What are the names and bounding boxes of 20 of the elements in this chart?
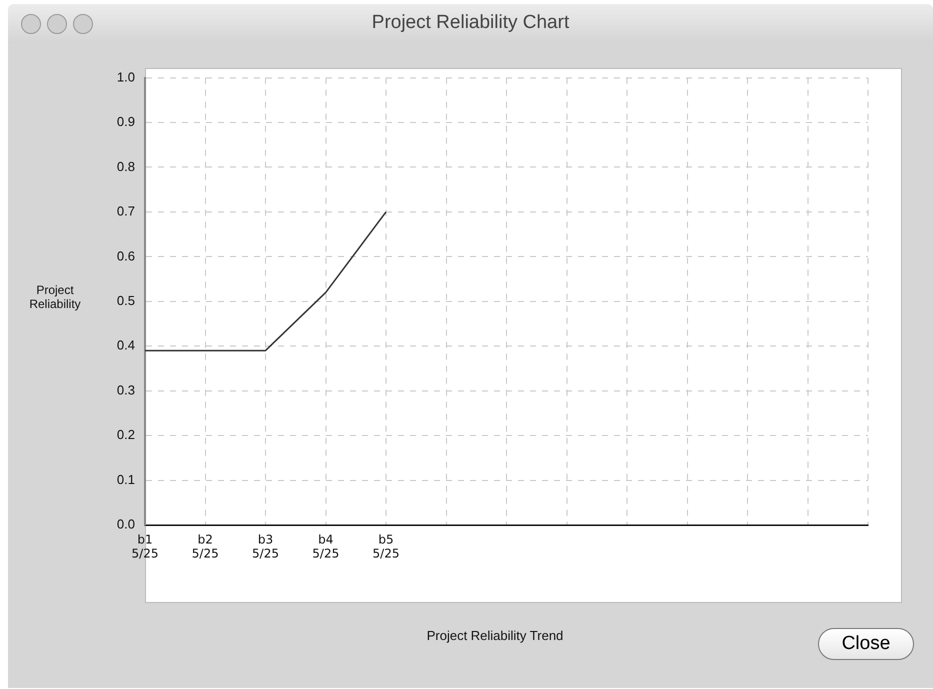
x-tick-label: b3 5/25 (252, 532, 279, 561)
x-tick-label: b2 5/25 (192, 532, 219, 561)
y-tick-label: 0.0 (116, 516, 135, 532)
y-tick-label: 0.8 (116, 158, 135, 174)
y-axis-title: Project Reliability (28, 283, 82, 311)
x-tick-label: b1 5/25 (132, 532, 158, 561)
y-tick-label: 0.3 (116, 382, 135, 398)
close-button: Close (818, 628, 914, 660)
chart-title: Project Reliability Chart (8, 4, 933, 44)
text: Project Reliability Trend (426, 628, 564, 643)
y-tick-label: 0.4 (116, 338, 135, 353)
x-tick-label: b5 5/25 (372, 532, 400, 561)
y-tick-label: 1.0 (116, 69, 135, 84)
y-tick-label: 0.6 (116, 248, 135, 264)
y-tick-label: 0.9 (116, 114, 135, 130)
y-tick-label: 0.1 (116, 472, 135, 487)
y-tick-label: 0.7 (116, 204, 135, 219)
y-tick-label: 0.2 (116, 427, 135, 442)
x-tick-label: b4 5/25 (312, 532, 340, 561)
y-tick-label: 0.5 (116, 292, 135, 308)
